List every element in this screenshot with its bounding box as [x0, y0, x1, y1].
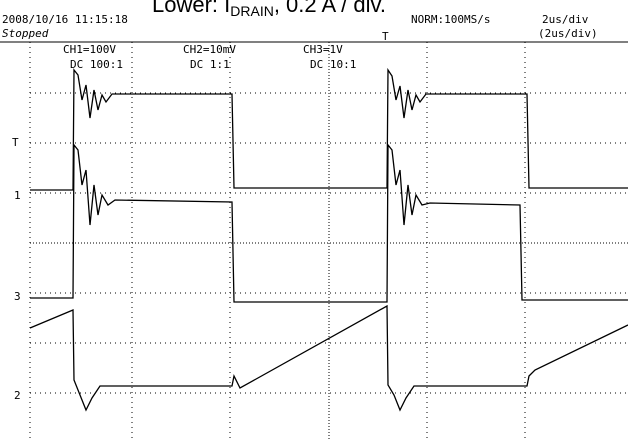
timebase: 2us/div [542, 13, 589, 26]
status: Stopped [2, 27, 49, 40]
ch2-marker: 2 [14, 389, 21, 402]
title: Lower: IDRAIN, 0.2 A / div. [152, 0, 386, 19]
trace-current [29, 304, 628, 412]
ch1-scale: CH1=100V [63, 43, 116, 56]
title-prefix: Lower: I [152, 0, 230, 17]
graticule [0, 41, 628, 439]
ch1-coupling: DC 100:1 [70, 58, 123, 71]
title-suffix: , 0.2 A / div. [274, 0, 386, 17]
ch3-coupling: DC 10:1 [310, 58, 356, 71]
ch3-marker: 3 [14, 290, 21, 303]
datetime: 2008/10/16 11:15:18 [2, 13, 128, 26]
ch3-scale: CH3=1V [303, 43, 343, 56]
trigger-level-marker: T [12, 136, 19, 149]
ch2-coupling: DC 1:1 [190, 58, 230, 71]
timebase-actual: (2us/div) [538, 27, 598, 40]
trace-ch3 [30, 143, 628, 303]
acq-mode: NORM:100MS/s [411, 13, 490, 26]
title-subscript: DRAIN [230, 3, 274, 19]
trigger-time-marker: T [382, 30, 389, 43]
ch1-marker: 1 [14, 189, 21, 202]
ch2-scale: CH2=10mV [183, 43, 236, 56]
trace-voltage [30, 67, 628, 191]
